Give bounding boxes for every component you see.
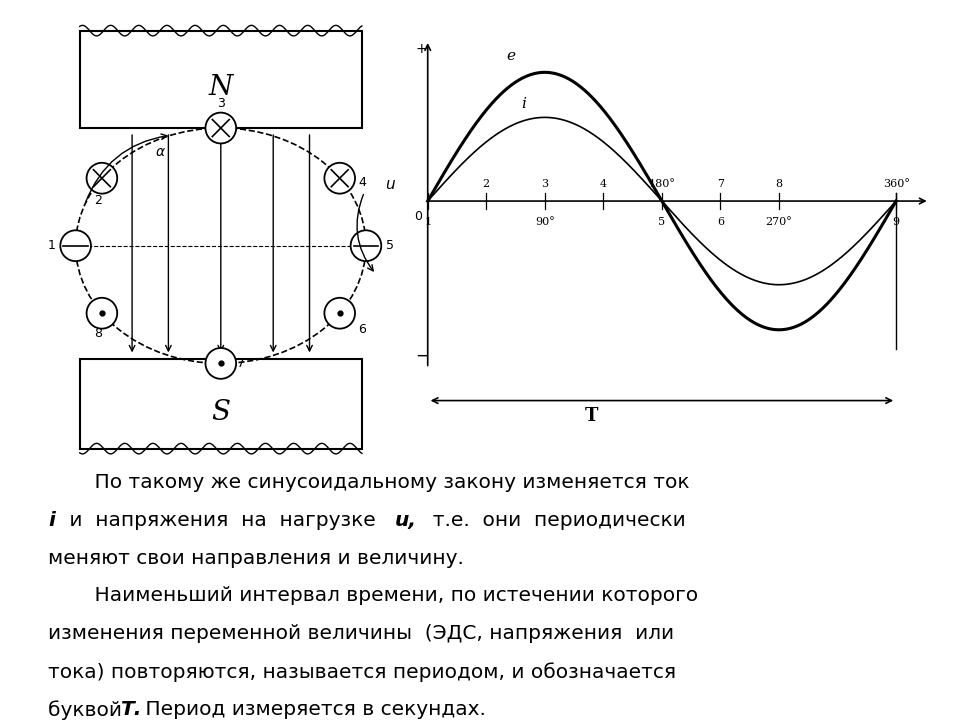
Text: 6: 6 [358, 323, 366, 336]
Text: 8: 8 [776, 179, 782, 189]
Text: 5: 5 [386, 239, 395, 252]
Text: 180°: 180° [648, 179, 675, 189]
Text: 7: 7 [237, 357, 245, 370]
Text: u,: u, [395, 510, 417, 530]
Circle shape [324, 298, 355, 328]
FancyBboxPatch shape [80, 31, 362, 128]
Circle shape [86, 298, 117, 328]
Text: меняют свои направления и величину.: меняют свои направления и величину. [48, 549, 464, 567]
Text: e: e [506, 49, 515, 63]
Circle shape [350, 230, 381, 261]
FancyBboxPatch shape [80, 359, 362, 449]
Text: Наименьший интервал времени, по истечении которого: Наименьший интервал времени, по истечени… [69, 586, 698, 606]
Text: изменения переменной величины  (ЭДС, напряжения  или: изменения переменной величины (ЭДС, напр… [48, 624, 674, 643]
Text: т.е.  они  периодически: т.е. они периодически [420, 510, 685, 530]
Text: 0: 0 [414, 210, 421, 223]
Text: 9: 9 [893, 217, 900, 227]
Text: i: i [48, 510, 55, 530]
Text: u: u [385, 177, 395, 192]
Text: 360°: 360° [882, 179, 909, 189]
Text: 4: 4 [600, 179, 607, 189]
Text: −: − [415, 346, 429, 364]
Text: α: α [156, 145, 165, 159]
Text: 4: 4 [358, 176, 366, 189]
Text: T: T [585, 407, 598, 425]
Text: и  напряжения  на  нагрузке: и напряжения на нагрузке [63, 510, 382, 530]
Text: буквой: буквой [48, 700, 129, 720]
Text: S: S [211, 399, 230, 426]
Circle shape [60, 230, 91, 261]
Circle shape [324, 163, 355, 194]
Circle shape [205, 348, 236, 379]
Text: i: i [521, 97, 526, 111]
Text: 1: 1 [47, 239, 56, 252]
Text: 2: 2 [94, 194, 102, 207]
Text: Период измеряется в секундах.: Период измеряется в секундах. [139, 700, 486, 719]
Text: +: + [416, 42, 427, 56]
Text: 5: 5 [659, 217, 665, 227]
Text: 270°: 270° [766, 217, 792, 227]
Text: 3: 3 [217, 97, 225, 110]
Circle shape [86, 163, 117, 194]
Text: 90°: 90° [535, 217, 555, 227]
Text: Т.: Т. [120, 700, 141, 719]
Text: 6: 6 [717, 217, 724, 227]
Text: 8: 8 [94, 327, 102, 340]
Text: 1: 1 [424, 217, 431, 227]
Text: По такому же синусоидальному закону изменяется ток: По такому же синусоидальному закону изме… [69, 473, 689, 492]
Text: тока) повторяются, называется периодом, и обозначается: тока) повторяются, называется периодом, … [48, 662, 676, 682]
Text: 2: 2 [483, 179, 490, 189]
Text: 7: 7 [717, 179, 724, 189]
Text: N: N [208, 74, 233, 101]
Text: 3: 3 [541, 179, 548, 189]
Circle shape [205, 112, 236, 143]
